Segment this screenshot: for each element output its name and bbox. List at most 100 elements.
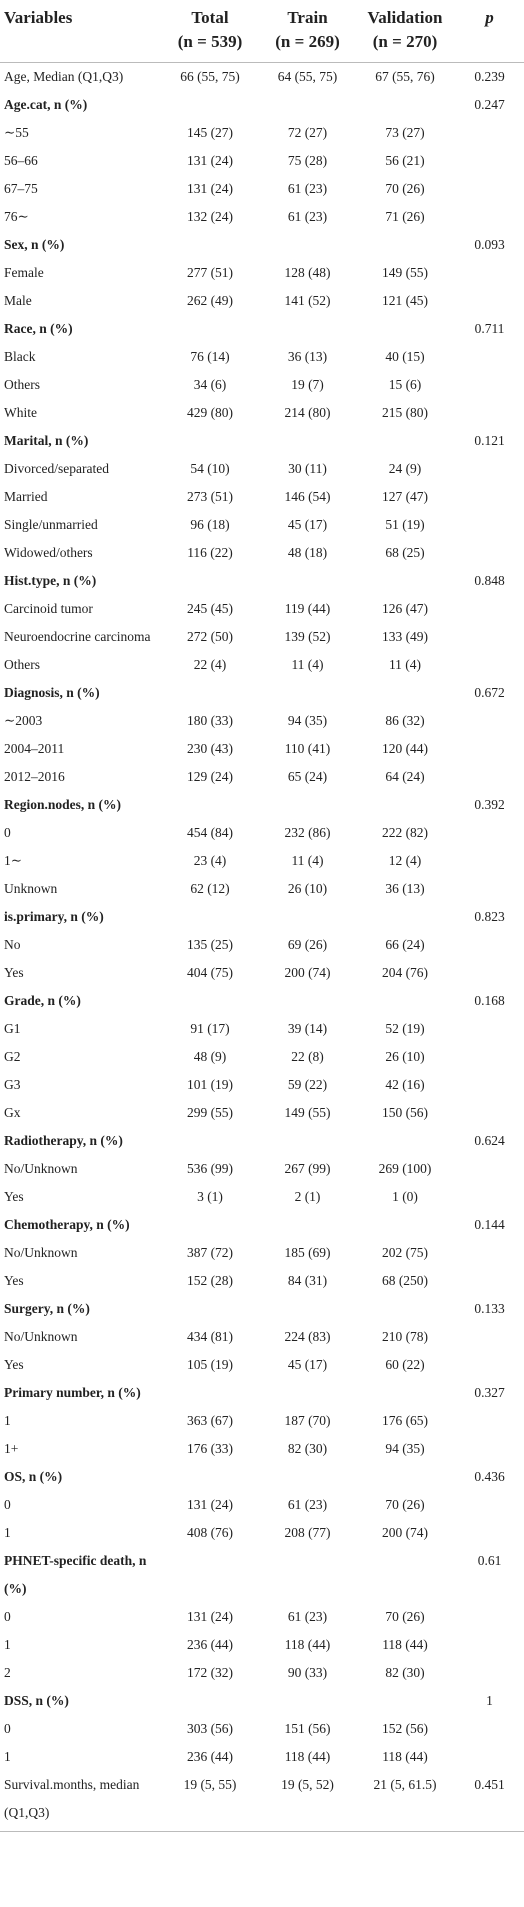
empty-cell (455, 1631, 524, 1659)
value-cell: 48 (9) (193, 1049, 227, 1064)
value-cell: 149 (55) (284, 1105, 331, 1120)
value-cell: 72 (27) (287, 125, 328, 140)
empty-cell (260, 987, 355, 1015)
empty-cell (455, 819, 524, 847)
value-cell: 454 (84) (186, 825, 234, 840)
data-row: Yes 105 (19) 45 (17) 60 (22) (0, 1351, 524, 1379)
empty-cell (355, 315, 455, 343)
value-cell: 146 (54) (284, 489, 331, 504)
value-cell: 75 (28) (287, 153, 328, 168)
data-row: White 429 (80) 214 (80) 215 (80) (0, 399, 524, 427)
row-label: Sex, n (%) (4, 237, 65, 252)
row-label: Age.cat, n (%) (4, 97, 88, 112)
row-label: 1 (4, 1413, 11, 1428)
data-row: 56–66 131 (24) 75 (28) 56 (21) (0, 147, 524, 175)
p-value: 0.392 (474, 797, 505, 812)
value-cell: 214 (80) (284, 405, 331, 420)
empty-cell (260, 1127, 355, 1155)
empty-cell (260, 91, 355, 119)
group-row: Surgery, n (%) 0.133 (0, 1295, 524, 1323)
value-cell: 180 (33) (186, 713, 234, 728)
empty-cell (160, 1463, 260, 1491)
value-cell: 23 (4) (193, 853, 227, 868)
value-cell: 36 (13) (287, 349, 328, 364)
row-label: Others (4, 377, 40, 392)
value-cell: 36 (13) (385, 881, 425, 896)
row-label: Male (4, 293, 32, 308)
value-cell: 139 (52) (284, 629, 331, 644)
data-row: 1 363 (67) 187 (70) 176 (65) (0, 1407, 524, 1435)
empty-cell (355, 1211, 455, 1239)
data-row: 0 303 (56) 151 (56) 152 (56) (0, 1715, 524, 1743)
row-label: 1 (4, 1525, 11, 1540)
row-label: Single/unmarried (4, 517, 98, 532)
value-cell: 277 (51) (186, 265, 234, 280)
value-cell: 26 (10) (385, 1049, 425, 1064)
value-cell: 48 (18) (287, 545, 328, 560)
data-row: 2 172 (32) 90 (33) 82 (30) (0, 1659, 524, 1687)
empty-cell (355, 231, 455, 259)
value-cell: 82 (30) (385, 1665, 425, 1680)
value-cell: 118 (44) (284, 1637, 331, 1652)
row-label: Divorced/separated (4, 461, 109, 476)
value-cell: 69 (26) (287, 937, 328, 952)
value-cell: 236 (44) (186, 1637, 234, 1652)
empty-cell (455, 119, 524, 147)
value-cell: 94 (35) (287, 713, 328, 728)
data-row: Male 262 (49) 141 (52) 121 (45) (0, 287, 524, 315)
value-cell: 172 (32) (186, 1665, 234, 1680)
row-label: Unknown (4, 881, 58, 896)
empty-cell (455, 1407, 524, 1435)
empty-cell (160, 1379, 260, 1407)
value-cell: 94 (35) (385, 1441, 425, 1456)
empty-cell (455, 1743, 524, 1771)
empty-cell (455, 1519, 524, 1547)
value-cell: 68 (25) (385, 545, 425, 560)
value-cell: 2 (1) (294, 1189, 321, 1204)
row-label: Chemotherapy, n (%) (4, 1217, 130, 1232)
value-cell: 118 (44) (382, 1749, 428, 1764)
empty-cell (455, 1659, 524, 1687)
row-label: No/Unknown (4, 1329, 78, 1344)
row-label: Carcinoid tumor (4, 601, 93, 616)
p-value: 0.121 (474, 433, 505, 448)
value-cell: 200 (74) (284, 965, 331, 980)
empty-cell (355, 987, 455, 1015)
value-cell: 121 (45) (381, 293, 429, 308)
empty-cell (260, 903, 355, 931)
p-value: 0.823 (474, 909, 505, 924)
value-cell: 262 (49) (186, 293, 234, 308)
row-label: 1 (4, 1749, 11, 1764)
value-cell: 64 (55, 75) (277, 69, 338, 84)
data-row: 1 236 (44) 118 (44) 118 (44) (0, 1631, 524, 1659)
row-label: 0 (4, 1721, 11, 1736)
empty-cell (455, 259, 524, 287)
data-row: ∼2003 180 (33) 94 (35) 86 (32) (0, 707, 524, 735)
row-label: ∼2003 (4, 713, 43, 728)
row-label: Survival.months, median (Q1,Q3) (0, 1771, 160, 1832)
empty-cell (455, 343, 524, 371)
value-cell: 54 (10) (190, 461, 230, 476)
value-cell: 127 (47) (381, 489, 429, 504)
header-cell: p (455, 0, 524, 63)
empty-cell (455, 847, 524, 875)
row-label: Black (4, 349, 36, 364)
empty-cell (455, 959, 524, 987)
p-value: 1 (486, 1693, 493, 1708)
value-cell: 90 (33) (287, 1665, 328, 1680)
value-cell: 131 (24) (186, 1609, 234, 1624)
value-cell: 52 (19) (385, 1021, 425, 1036)
empty-cell (455, 763, 524, 791)
row-label: Others (4, 657, 40, 672)
p-value: 0.672 (474, 685, 505, 700)
empty-cell (455, 511, 524, 539)
value-cell: 11 (4) (388, 657, 422, 672)
value-cell: 141 (52) (284, 293, 331, 308)
header-sub: (n = 269) (275, 32, 340, 51)
empty-cell (455, 1603, 524, 1631)
value-cell: 131 (24) (186, 181, 234, 196)
empty-cell (260, 231, 355, 259)
value-cell: 84 (31) (287, 1273, 328, 1288)
empty-cell (455, 1351, 524, 1379)
value-cell: 434 (81) (186, 1329, 234, 1344)
